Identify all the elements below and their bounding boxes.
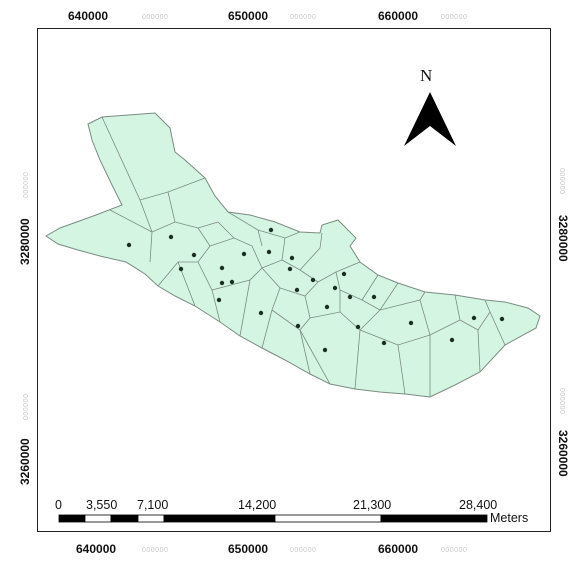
sample-point: [268, 227, 274, 233]
sample-point: [191, 252, 197, 258]
scale-segment: [274, 514, 382, 523]
tick-top-640000-minor: 000000: [142, 14, 168, 21]
tick-bottom-640000: 640000: [76, 542, 116, 556]
tick-top-650000-minor: 000000: [290, 14, 316, 21]
tick-right-3260000: 3260000: [556, 430, 570, 477]
scale-segment: [58, 514, 86, 523]
right-tick-labels: 3280000 000000 3260000 000000: [556, 168, 570, 477]
left-tick-labels: 3280000 000000 3260000 000000: [18, 172, 32, 485]
scale-label-21300: 21,300: [353, 498, 391, 512]
sample-point: [295, 323, 301, 329]
sample-point: [324, 304, 330, 310]
sample-point: [126, 242, 132, 248]
sample-point: [289, 255, 295, 261]
sample-points: [126, 227, 505, 353]
scale-unit-label: Meters: [490, 511, 528, 525]
scale-label-7100: 7,100: [137, 498, 168, 512]
tick-right-3260000-minor: 000000: [558, 388, 565, 414]
tick-bottom-660000-minor: 000000: [441, 547, 467, 554]
sample-point: [499, 316, 505, 322]
sample-point: [168, 234, 174, 240]
tick-top-660000-minor: 000000: [441, 14, 467, 21]
sample-point: [408, 320, 414, 326]
top-tick-labels: 640000 000000 650000 000000 660000 00000…: [68, 9, 467, 23]
sample-point: [381, 340, 387, 346]
sample-point: [229, 279, 235, 285]
scale-segment: [163, 514, 276, 523]
sample-point: [241, 251, 247, 257]
tick-top-640000: 640000: [68, 9, 108, 23]
scale-label-0: 0: [55, 498, 62, 512]
tick-left-3260000: 3260000: [18, 438, 32, 485]
scale-segment: [380, 514, 488, 523]
north-arrow-icon: [404, 92, 456, 146]
scale-label-14200: 14,200: [238, 498, 276, 512]
sample-point: [332, 285, 338, 291]
tick-left-3280000-minor: 000000: [23, 172, 30, 198]
tick-bottom-650000-minor: 000000: [290, 547, 316, 554]
sample-point: [322, 347, 328, 353]
tick-right-3280000: 3280000: [556, 215, 570, 262]
tick-left-3280000: 3280000: [18, 218, 32, 265]
tick-right-3280000-minor: 000000: [558, 168, 565, 194]
sample-point: [341, 271, 347, 277]
sample-point: [216, 297, 222, 303]
tick-bottom-640000-minor: 000000: [142, 547, 168, 554]
sample-point: [258, 310, 264, 316]
north-arrow-label: N: [420, 66, 432, 85]
tick-top-660000: 660000: [378, 9, 418, 23]
sample-point: [287, 266, 293, 272]
sample-point: [294, 287, 300, 293]
sample-point: [219, 265, 225, 271]
scale-bar: 0 3,550 7,100 14,200 21,300 28,400 Meter…: [55, 498, 528, 525]
scale-label-3550: 3,550: [86, 498, 117, 512]
tick-left-3260000-minor: 000000: [23, 394, 30, 420]
study-area-polygon: [45, 112, 541, 398]
scale-segment: [110, 514, 139, 523]
sample-point: [371, 294, 377, 300]
north-arrow: N: [404, 66, 456, 146]
tick-top-650000: 650000: [228, 9, 268, 23]
tick-bottom-660000: 660000: [378, 542, 418, 556]
scale-label-28400: 28,400: [459, 498, 497, 512]
sample-point: [347, 294, 353, 300]
sample-point: [449, 337, 455, 343]
scale-segment: [84, 514, 112, 523]
sample-point: [178, 266, 184, 272]
sample-point: [310, 277, 316, 283]
tick-bottom-650000: 650000: [228, 542, 268, 556]
sample-point: [266, 249, 272, 255]
sample-point: [355, 324, 361, 330]
bottom-tick-labels: 640000 000000 650000 000000 660000 00000…: [76, 542, 467, 556]
sample-point: [219, 280, 225, 286]
sample-point: [471, 315, 477, 321]
scale-segment: [137, 514, 165, 523]
